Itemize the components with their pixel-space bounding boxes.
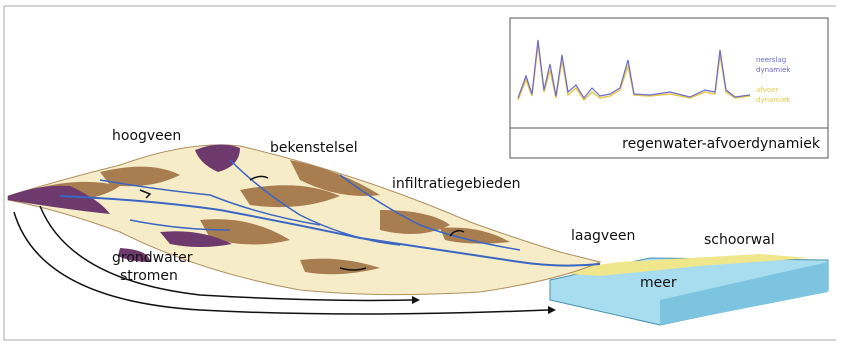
label: schoorwal	[704, 232, 775, 248]
label: bekenstelsel	[270, 140, 358, 156]
inset-title: regenwater-afvoerdynamiek	[622, 136, 821, 152]
legend-text: dynamiek	[756, 66, 791, 74]
legend-text: dynamiek	[756, 96, 791, 104]
label: laagveen	[571, 228, 635, 244]
label: meer	[640, 275, 677, 291]
legend-text: neerslag	[756, 56, 786, 64]
label: stromen	[120, 268, 178, 284]
label: grondwater	[112, 250, 193, 266]
legend-text: afvoer	[756, 86, 778, 94]
label: infiltratiegebieden	[392, 176, 521, 192]
diagram: neerslag dynamiek afvoer dynamiek regenw…	[0, 0, 841, 349]
label: hoogveen	[112, 128, 181, 144]
